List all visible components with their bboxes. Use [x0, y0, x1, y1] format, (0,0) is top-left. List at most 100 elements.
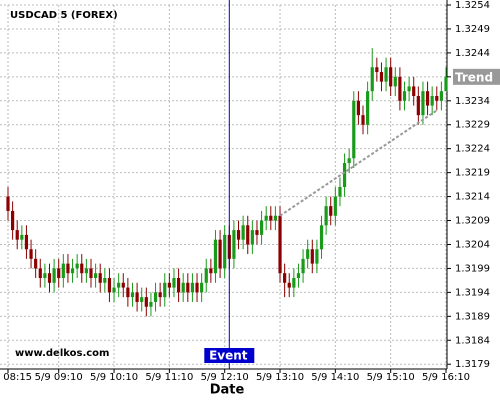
candle-body: [135, 292, 139, 302]
candle-body: [176, 278, 181, 293]
candle-body: [352, 100, 356, 159]
candle-body: [107, 278, 112, 293]
candle-body: [80, 263, 84, 274]
y-tick-label: 1.3229: [455, 120, 490, 131]
y-tick-label: 1.3249: [455, 24, 490, 35]
candle-body: [370, 67, 374, 92]
candle-body: [57, 268, 61, 278]
candle-body: [195, 282, 199, 293]
y-tick-label: 1.3179: [455, 359, 490, 370]
x-tick-label: 5/9 13:10: [256, 372, 304, 383]
candle-body: [384, 67, 388, 82]
candle-body: [342, 163, 347, 187]
y-tick-label: 1.3224: [455, 144, 490, 155]
candle-body: [172, 278, 176, 288]
x-tick-label: 5/9 11:10: [145, 372, 193, 383]
candle-body: [301, 258, 305, 274]
candle-body: [103, 278, 107, 283]
candle-body: [315, 249, 319, 264]
candle-body: [292, 278, 296, 288]
candle-body: [398, 76, 402, 101]
candle-body: [375, 67, 379, 73]
y-tick-label: 1.3214: [455, 192, 490, 203]
event-label-box: [204, 348, 255, 363]
candle-body: [121, 282, 125, 288]
candle-body: [209, 268, 213, 274]
candle-body: [287, 282, 291, 288]
candle-body: [347, 158, 351, 164]
x-tick-label: 5/9 16:10: [422, 372, 470, 383]
candle-body: [444, 76, 448, 92]
candle-body: [416, 96, 420, 116]
candle-body: [246, 225, 250, 245]
trend-label: Trend: [455, 70, 493, 84]
y-tick-label: 1.3199: [455, 263, 490, 274]
x-tick-label: 5/9 08:15: [0, 372, 32, 383]
candle-body: [324, 206, 328, 226]
candle-body: [163, 282, 167, 298]
candle-body: [20, 234, 24, 240]
chart-title: USDCAD 5 (FOREX): [10, 10, 118, 21]
candle-body: [89, 268, 93, 278]
candle-body: [306, 249, 310, 259]
candle-body: [430, 96, 434, 106]
candle-body: [204, 268, 208, 283]
candle-body: [52, 268, 56, 283]
candle-body: [250, 230, 254, 245]
candle-body: [379, 72, 384, 82]
candle-body: [232, 230, 236, 259]
candle-body: [310, 249, 314, 264]
candle-body: [338, 187, 342, 197]
x-axis-label: Date: [210, 383, 245, 398]
candle-body: [70, 268, 75, 274]
candle-body: [6, 196, 10, 211]
y-tick-label: 1.3194: [455, 287, 490, 298]
candle-body: [149, 301, 153, 307]
candle-body: [130, 292, 135, 298]
candle-body: [213, 239, 218, 274]
candle-body: [167, 282, 171, 288]
candle-body: [181, 282, 185, 293]
candle-body: [38, 268, 42, 278]
plot-area: [0, 0, 448, 370]
y-tick-label: 1.3189: [455, 311, 490, 322]
candle-body: [389, 67, 393, 87]
candle-body: [153, 292, 158, 302]
candle-body: [158, 292, 162, 298]
candle-body: [333, 196, 337, 216]
candle-body: [329, 206, 333, 216]
candle-body: [117, 282, 121, 288]
y-tick-label: 1.3244: [455, 48, 490, 59]
candle-body: [278, 215, 282, 274]
candle-body: [296, 273, 301, 278]
candle-body: [255, 230, 259, 235]
candle-body: [264, 215, 268, 221]
x-tick-label: 5/9 09:10: [35, 372, 83, 383]
candle-body: [393, 76, 397, 87]
candle-body: [412, 86, 416, 96]
x-tick-label: 5/9 12:10: [201, 372, 249, 383]
event-label: Event: [209, 349, 248, 363]
candle-body: [366, 91, 370, 125]
watermark: www.delkos.com: [15, 348, 109, 359]
y-tick-label: 1.3219: [455, 168, 490, 179]
candle-body: [61, 263, 65, 278]
candle-body: [236, 230, 241, 240]
x-tick-label: 5/9 10:10: [90, 372, 138, 383]
trend-label-box: [453, 68, 500, 85]
y-tick-label: 1.3204: [455, 239, 490, 250]
y-tick-label: 1.3209: [455, 216, 490, 227]
candle-body: [402, 91, 407, 101]
x-tick-label: 5/9 15:10: [367, 372, 415, 383]
candle-body: [94, 273, 98, 278]
candle-body: [425, 91, 430, 106]
candle-body: [98, 273, 102, 283]
candle-body: [11, 210, 15, 231]
candle-body: [241, 225, 245, 240]
candle-body: [47, 273, 52, 283]
candle-body: [200, 282, 204, 293]
candle-body: [421, 91, 425, 116]
y-tick-label: 1.3254: [455, 0, 490, 11]
